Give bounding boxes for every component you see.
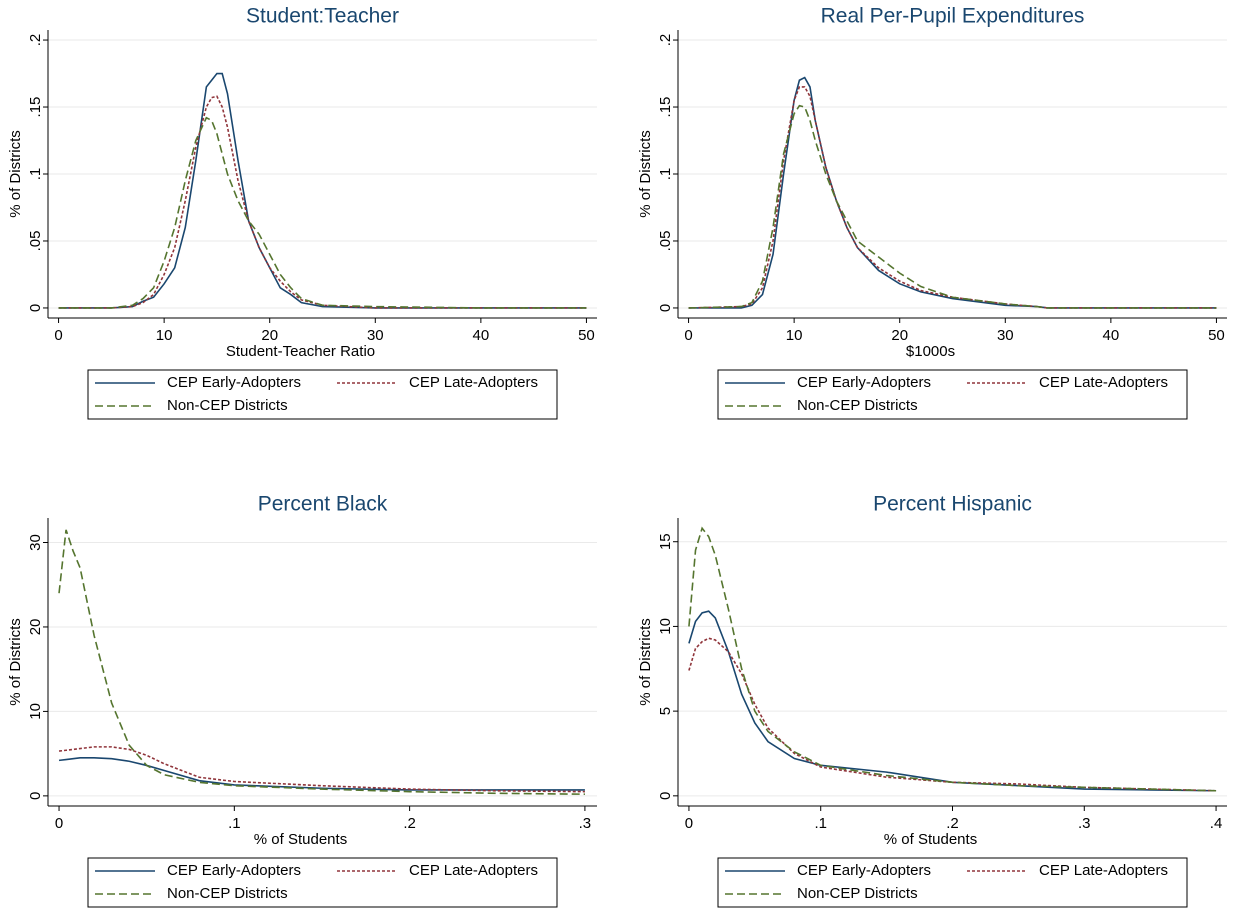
y-tick-label: .05 [27,231,44,252]
x-tick-label: 0 [55,815,63,832]
y-tick-label: .2 [657,34,674,47]
legend-label: CEP Late-Adopters [1039,862,1168,879]
y-tick-label: 0 [27,304,44,312]
y-tick-label: 30 [27,534,44,551]
line-series [688,104,1217,309]
y-axis-label: % of Districts [7,618,24,706]
legend-label: CEP Early-Adopters [797,862,931,879]
y-tick-label: 15 [657,533,674,550]
y-tick-label: 10 [27,703,44,720]
chart-title: Student:Teacher [246,5,399,28]
legend-label: CEP Late-Adopters [409,374,538,391]
legend-label: CEP Early-Adopters [167,862,301,879]
line-series [58,529,585,795]
line-series [58,116,587,309]
x-tick-label: 20 [891,327,908,344]
x-axis-label: % of Students [254,831,347,848]
x-tick-label: 30 [367,327,384,344]
chart-title: Real Per-Pupil Expenditures [821,5,1085,28]
y-tick-label: .05 [657,231,674,252]
y-axis-label: % of Districts [7,130,24,218]
x-tick-label: 20 [261,327,278,344]
x-tick-label: .2 [403,815,416,832]
line-series [58,95,587,309]
x-tick-label: 50 [578,327,595,344]
line-series [688,76,1217,309]
x-tick-label: .2 [946,815,959,832]
legend-label: Non-CEP Districts [167,885,288,902]
y-tick-label: 0 [27,792,44,800]
x-tick-label: 30 [997,327,1014,344]
legend-label: Non-CEP Districts [797,885,918,902]
y-tick-label: 10 [657,618,674,635]
x-tick-label: 0 [54,327,62,344]
x-tick-label: 40 [1103,327,1120,344]
y-axis-label: % of Districts [637,618,654,706]
y-tick-label: .15 [27,97,44,118]
legend-box [717,857,1188,908]
line-series [58,746,585,793]
chart-title: Percent Black [258,493,388,516]
x-tick-label: 40 [473,327,490,344]
legend-label: CEP Late-Adopters [1039,374,1168,391]
legend-box [87,369,558,420]
x-axis-label: Student-Teacher Ratio [226,343,375,360]
x-axis-label: $1000s [906,343,955,360]
x-tick-label: 0 [684,327,692,344]
x-tick-label: 50 [1208,327,1225,344]
x-tick-label: .3 [1078,815,1091,832]
y-tick-label: 5 [657,707,674,715]
x-tick-label: .4 [1210,815,1223,832]
line-series [688,637,1217,792]
legend-box [87,857,558,908]
y-tick-label: .2 [27,34,44,47]
line-series [58,72,587,309]
legend-label: Non-CEP Districts [167,397,288,414]
x-tick-label: .3 [579,815,592,832]
line-series [688,526,1217,792]
legend-box [717,369,1188,420]
y-tick-label: 20 [27,619,44,636]
legend-label: CEP Late-Adopters [409,862,538,879]
y-tick-label: 0 [657,792,674,800]
x-axis-label: % of Students [884,831,977,848]
chart-title: Percent Hispanic [873,493,1032,516]
y-tick-label: .15 [657,97,674,118]
x-tick-label: .1 [228,815,241,832]
x-tick-label: 10 [786,327,803,344]
legend-label: CEP Early-Adopters [167,374,301,391]
legend-label: CEP Early-Adopters [797,374,931,391]
legend-label: Non-CEP Districts [797,397,918,414]
x-tick-label: .1 [814,815,827,832]
y-tick-label: .1 [27,168,44,181]
x-tick-label: 10 [156,327,173,344]
y-tick-label: .1 [657,168,674,181]
y-axis-label: % of Districts [637,130,654,218]
line-series [58,757,585,791]
x-tick-label: 0 [685,815,693,832]
line-series [688,610,1217,792]
y-tick-label: 0 [657,304,674,312]
